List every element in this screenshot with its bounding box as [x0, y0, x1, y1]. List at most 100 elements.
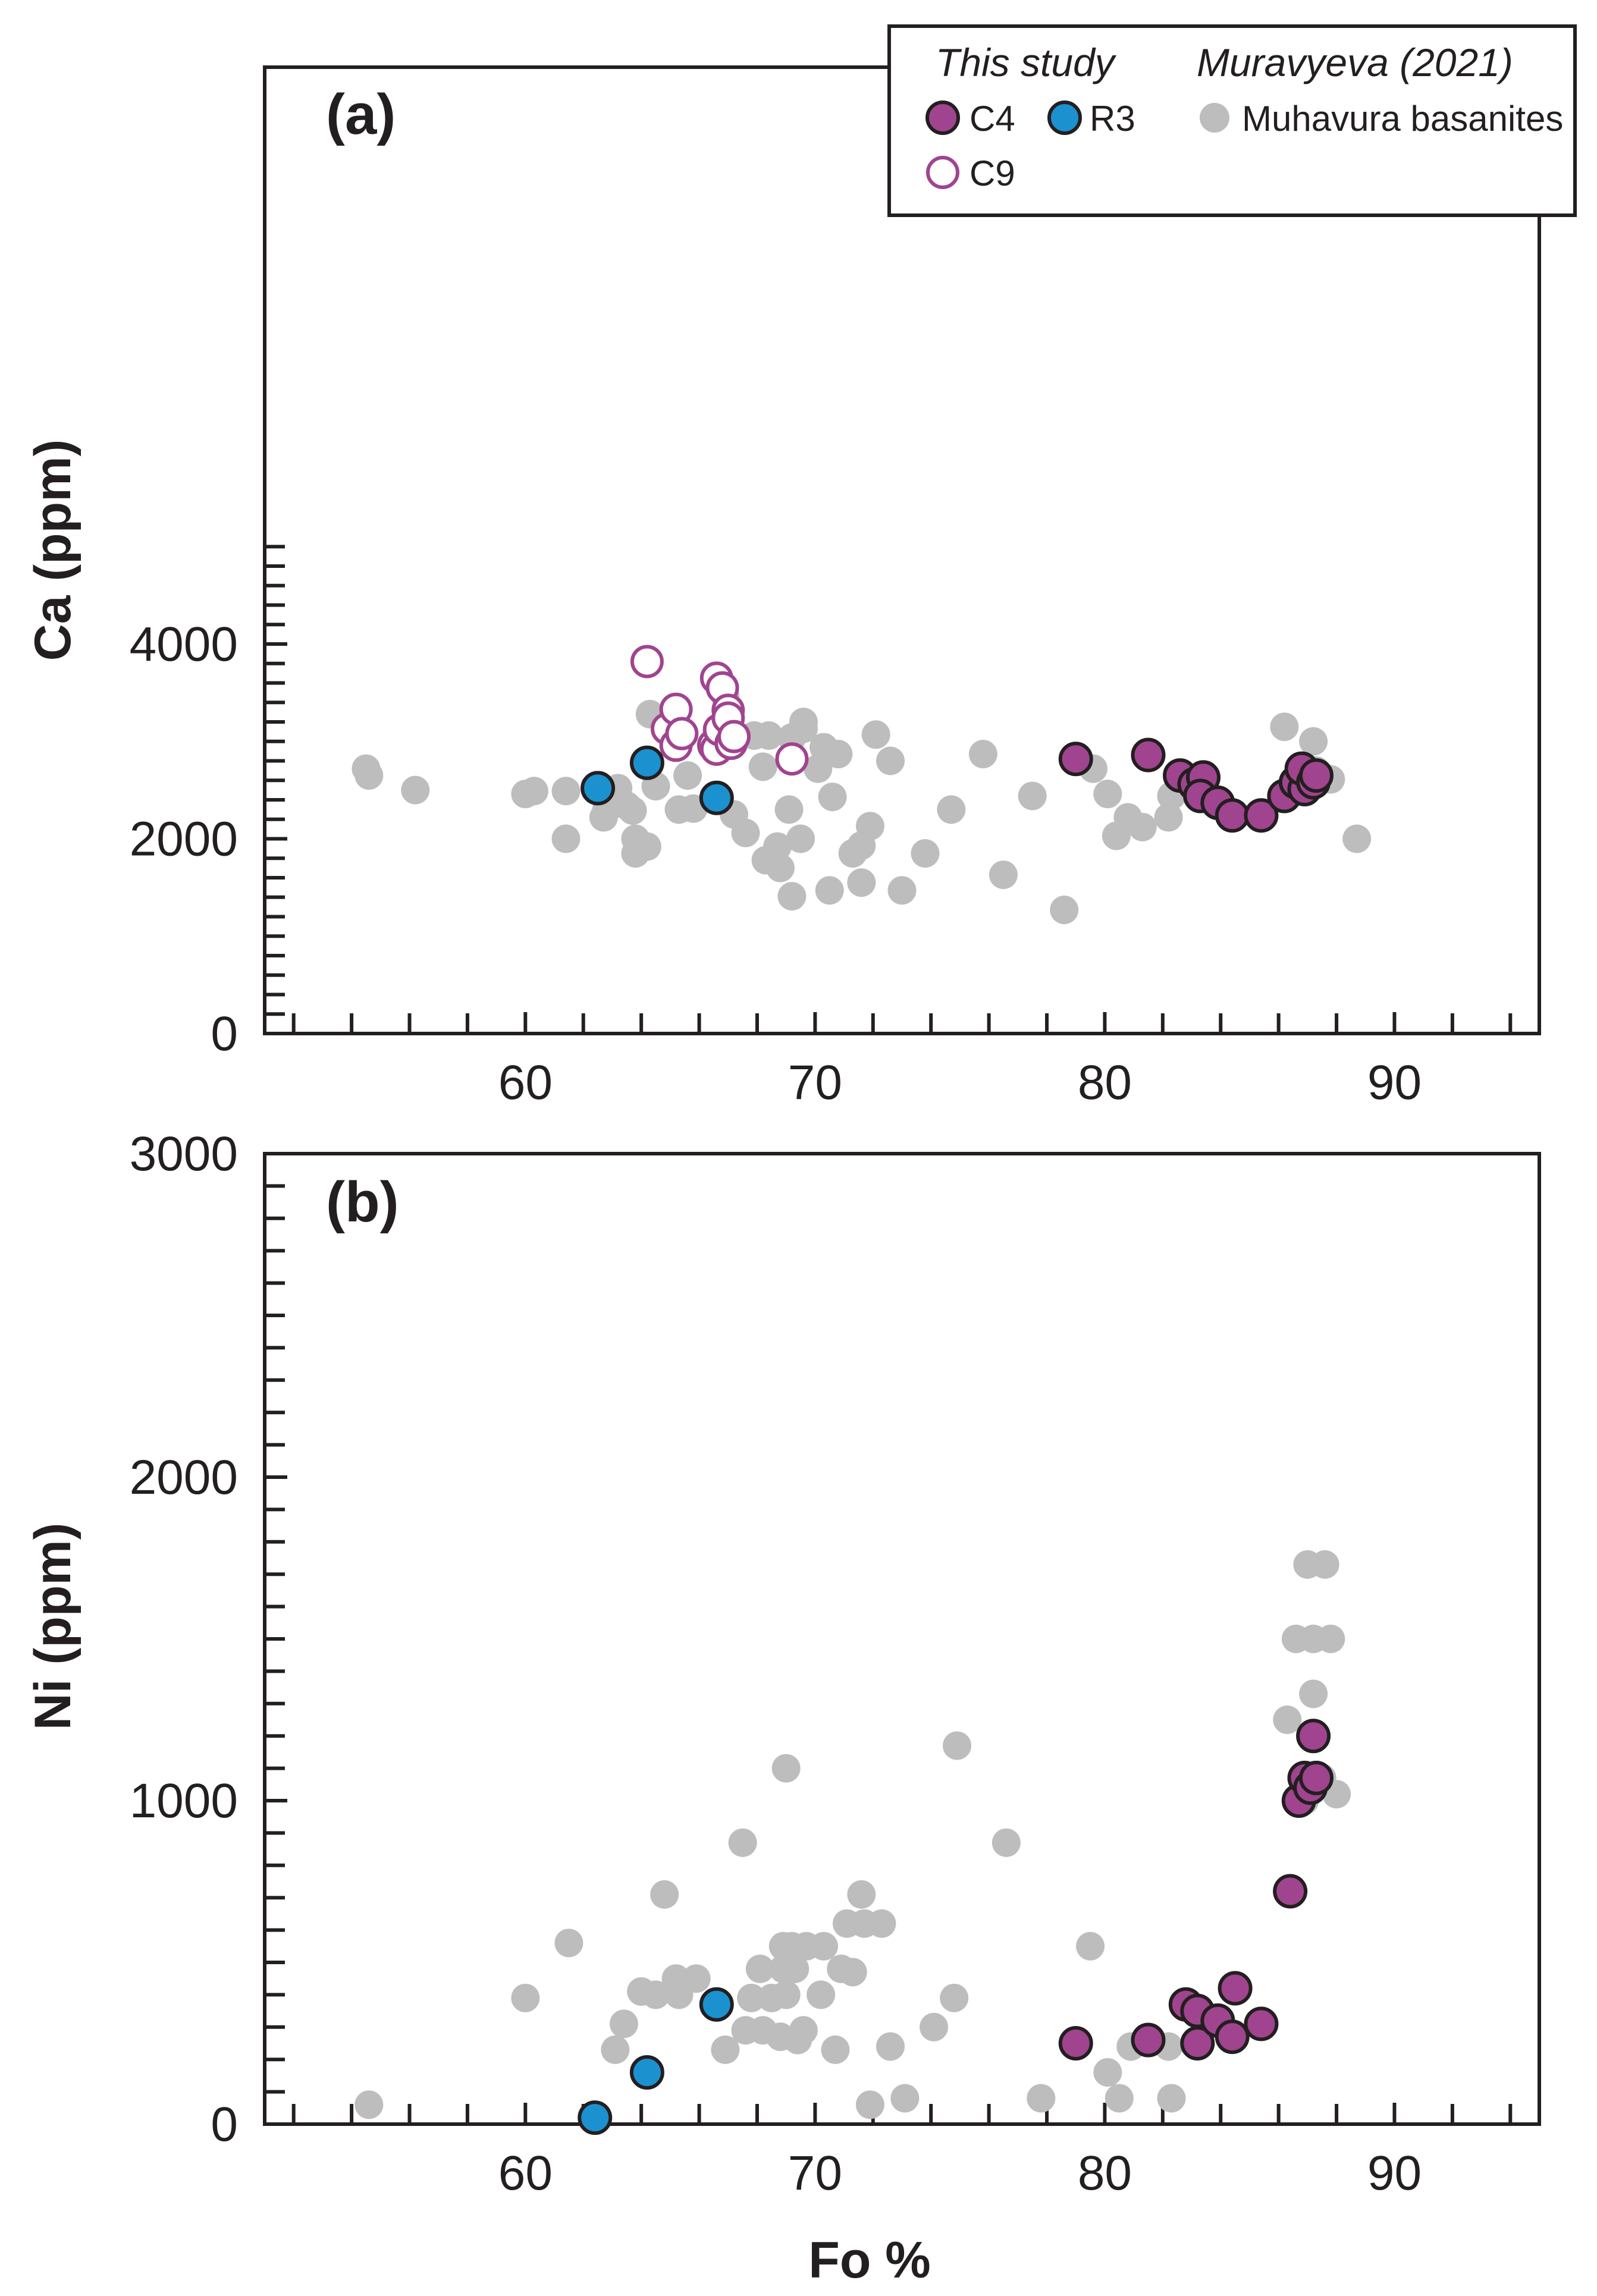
c4-point — [1131, 737, 1166, 772]
c4-point — [1273, 1874, 1308, 1909]
muhavura-point — [771, 1980, 801, 2009]
r3-point — [629, 745, 664, 780]
muhavura-point — [818, 783, 847, 812]
muhavura-point — [673, 761, 702, 790]
y-tick-label: 2000 — [130, 1450, 238, 1505]
legend-muhavura-label: Muhavura basanites — [1242, 99, 1563, 139]
muhavura-point — [1027, 2084, 1056, 2113]
muhavura-point — [911, 839, 940, 868]
muhavura-point — [1154, 803, 1183, 832]
x-tick-label: 70 — [788, 2146, 842, 2200]
muhavura-point — [748, 752, 777, 781]
muhavura-point — [890, 2084, 920, 2113]
muhavura-point — [1050, 896, 1079, 925]
muhavura-point — [1299, 727, 1328, 756]
panel-a-y-axis: 0 2000 4000 — [130, 545, 287, 1061]
c4-point — [1298, 1760, 1334, 1795]
muhavura-point — [1128, 812, 1157, 841]
muhavura-point — [815, 876, 844, 905]
legend-c4-marker — [925, 100, 960, 135]
legend-c4-label: C4 — [970, 99, 1015, 139]
muhavura-point — [1270, 712, 1299, 742]
muhavura-point — [551, 824, 581, 853]
c4-point — [1131, 2022, 1166, 2058]
muhavura-point — [1310, 1550, 1339, 1579]
r3-point — [629, 2055, 664, 2090]
panel-b-x-axis: 60 70 80 90 — [291, 2103, 1513, 2200]
muhavura-point — [554, 1928, 583, 1958]
panel-b-y-axis-title: Ni (ppm) — [24, 1523, 81, 1730]
muhavura-point — [401, 775, 430, 805]
panel-b-points — [354, 1550, 1351, 2135]
muhavura-point — [711, 2035, 740, 2064]
muhavura-point — [807, 1980, 836, 2009]
panel-a-x-axis: 60 70 80 90 — [291, 1012, 1513, 1110]
muhavura-point — [838, 1958, 867, 1987]
x-tick-label: 80 — [1078, 1056, 1132, 1110]
muhavura-point — [968, 740, 997, 769]
panel-a-y-axis-title: Ca (ppm) — [24, 439, 81, 661]
muhavura-point — [763, 832, 792, 861]
c4-point — [1244, 2006, 1279, 2041]
c9-point — [775, 742, 809, 776]
muhavura-point — [601, 2035, 630, 2064]
c4-point — [1058, 2026, 1093, 2061]
muhavura-point — [786, 824, 815, 853]
muhavura-point — [1093, 2058, 1122, 2087]
muhavura-point — [804, 754, 833, 783]
muhavura-point — [641, 1980, 670, 2009]
muhavura-point — [1299, 1679, 1328, 1708]
muhavura-point — [867, 1909, 896, 1938]
muhavura-point — [780, 1954, 810, 1983]
muhavura-point — [737, 1983, 766, 2012]
muhavura-point — [650, 1880, 679, 1909]
c4-point — [1218, 1971, 1253, 2006]
legend-reference-heading: Muravyeva (2021) — [1197, 40, 1513, 84]
muhavura-point — [876, 746, 905, 775]
c4-point — [1180, 2026, 1215, 2061]
c4-point — [1215, 2019, 1250, 2055]
legend-muhavura-marker — [1200, 103, 1229, 133]
legend-box — [887, 24, 1577, 217]
r3-point — [699, 1987, 734, 2022]
muhavura-point — [789, 714, 818, 743]
panel-b-frame — [263, 1152, 1541, 2126]
muhavura-point — [354, 761, 384, 790]
x-tick-label: 90 — [1367, 2146, 1422, 2200]
muhavura-point — [771, 1754, 801, 1783]
muhavura-point — [847, 1880, 876, 1909]
muhavura-point — [861, 720, 890, 749]
muhavura-point — [887, 876, 917, 905]
y-tick-label: 4000 — [130, 617, 238, 671]
c4-point — [1215, 798, 1250, 833]
c9-point — [665, 717, 699, 750]
legend-r3-marker — [1047, 100, 1082, 135]
muhavura-point — [989, 860, 1018, 890]
muhavura-point — [943, 1731, 972, 1760]
muhavura-point — [519, 777, 548, 806]
muhavura-point — [847, 868, 876, 897]
c4-point — [1298, 758, 1334, 793]
y-tick-label: 1000 — [130, 1774, 238, 1828]
legend-r3-label: R3 — [1090, 99, 1135, 139]
muhavura-point — [632, 832, 661, 861]
muhavura-point — [609, 2009, 638, 2039]
muhavura-point — [789, 2016, 818, 2045]
muhavura-point — [821, 2035, 850, 2064]
c4-point — [1244, 798, 1279, 833]
muhavura-point — [1018, 781, 1047, 811]
legend-c9-marker — [926, 156, 959, 189]
legend-c9-label: C9 — [970, 153, 1015, 193]
r3-point — [581, 771, 616, 806]
muhavura-point — [855, 812, 884, 841]
c9-point — [717, 720, 751, 753]
muhavura-point — [1105, 2084, 1134, 2113]
c4-point — [1058, 742, 1093, 777]
muhavura-point — [876, 2032, 905, 2061]
y-tick-label: 2000 — [130, 812, 238, 866]
muhavura-point — [1157, 2084, 1186, 2113]
x-tick-label: 80 — [1078, 2146, 1132, 2200]
muhavura-point — [1093, 780, 1122, 809]
muhavura-point — [809, 1931, 838, 1961]
muhavura-point — [728, 1828, 757, 1857]
